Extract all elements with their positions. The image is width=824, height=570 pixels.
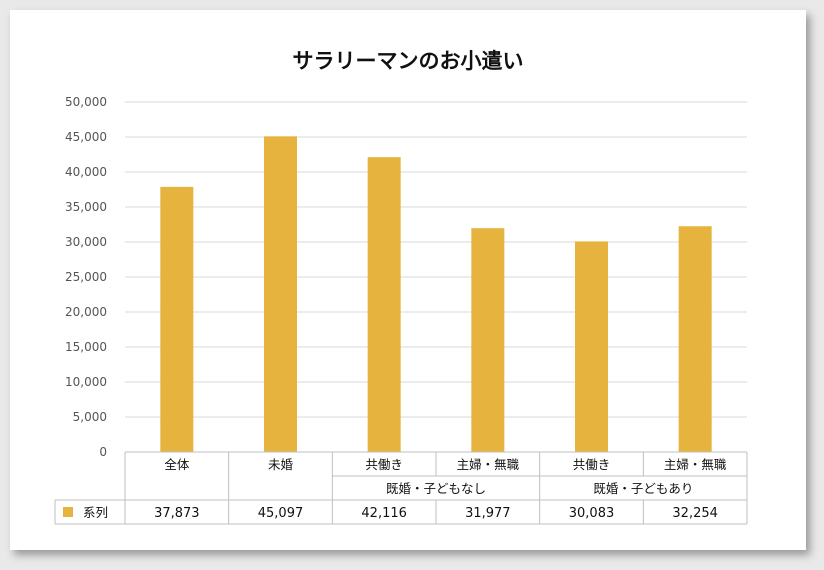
category-label: 未婚 xyxy=(268,457,294,472)
category-label: 主婦・無職 xyxy=(457,457,520,472)
y-axis: 0 5,000 10,000 15,000 20,000 25,000 30,000 35,0… xyxy=(65,95,107,459)
bar-chart: サラリーマンのお小遣い 0 5,000 10,000 15,000 20,000 25,0… xyxy=(54,49,748,525)
bar xyxy=(264,136,297,453)
data-value: 42,116 xyxy=(361,506,407,521)
legend-series-name: 系列 xyxy=(83,505,108,520)
data-value: 32,254 xyxy=(672,506,718,521)
gridlines xyxy=(125,101,747,418)
bar xyxy=(678,226,712,452)
bar xyxy=(367,157,401,453)
data-value: 45,097 xyxy=(258,506,304,521)
data-value: 30,083 xyxy=(569,506,615,521)
bar xyxy=(471,228,505,452)
y-tick-label: 15,000 xyxy=(65,340,107,354)
y-tick-label: 10,000 xyxy=(65,375,107,389)
y-tick-label: 40,000 xyxy=(65,165,107,179)
category-label: 主婦・無職 xyxy=(664,457,727,472)
data-value: 31,977 xyxy=(465,506,511,521)
chart-frame: サラリーマンのお小遣い 0 5,000 10,000 15,000 20,000 25,0… xyxy=(10,10,806,550)
y-tick-label: 20,000 xyxy=(65,305,107,319)
group-label: 既婚・子どもなし xyxy=(386,481,486,496)
y-tick-label: 0 xyxy=(99,445,107,459)
y-tick-label: 30,000 xyxy=(65,235,107,249)
y-tick-label: 50,000 xyxy=(65,95,107,109)
y-tick-label: 35,000 xyxy=(65,200,107,214)
category-label: 共働き xyxy=(365,457,403,472)
y-tick-label: 25,000 xyxy=(65,270,107,284)
chart-title: サラリーマンのお小遣い xyxy=(293,49,524,73)
y-tick-label: 45,000 xyxy=(65,130,107,144)
category-label: 共働き xyxy=(573,457,611,472)
category-label: 全体 xyxy=(164,457,190,472)
bar xyxy=(160,186,194,452)
legend-swatch xyxy=(63,507,73,517)
y-tick-label: 5,000 xyxy=(73,410,107,424)
bars xyxy=(160,136,712,453)
data-value: 37,873 xyxy=(154,506,200,521)
bar xyxy=(575,241,608,452)
group-label: 既婚・子どもあり xyxy=(593,481,693,496)
